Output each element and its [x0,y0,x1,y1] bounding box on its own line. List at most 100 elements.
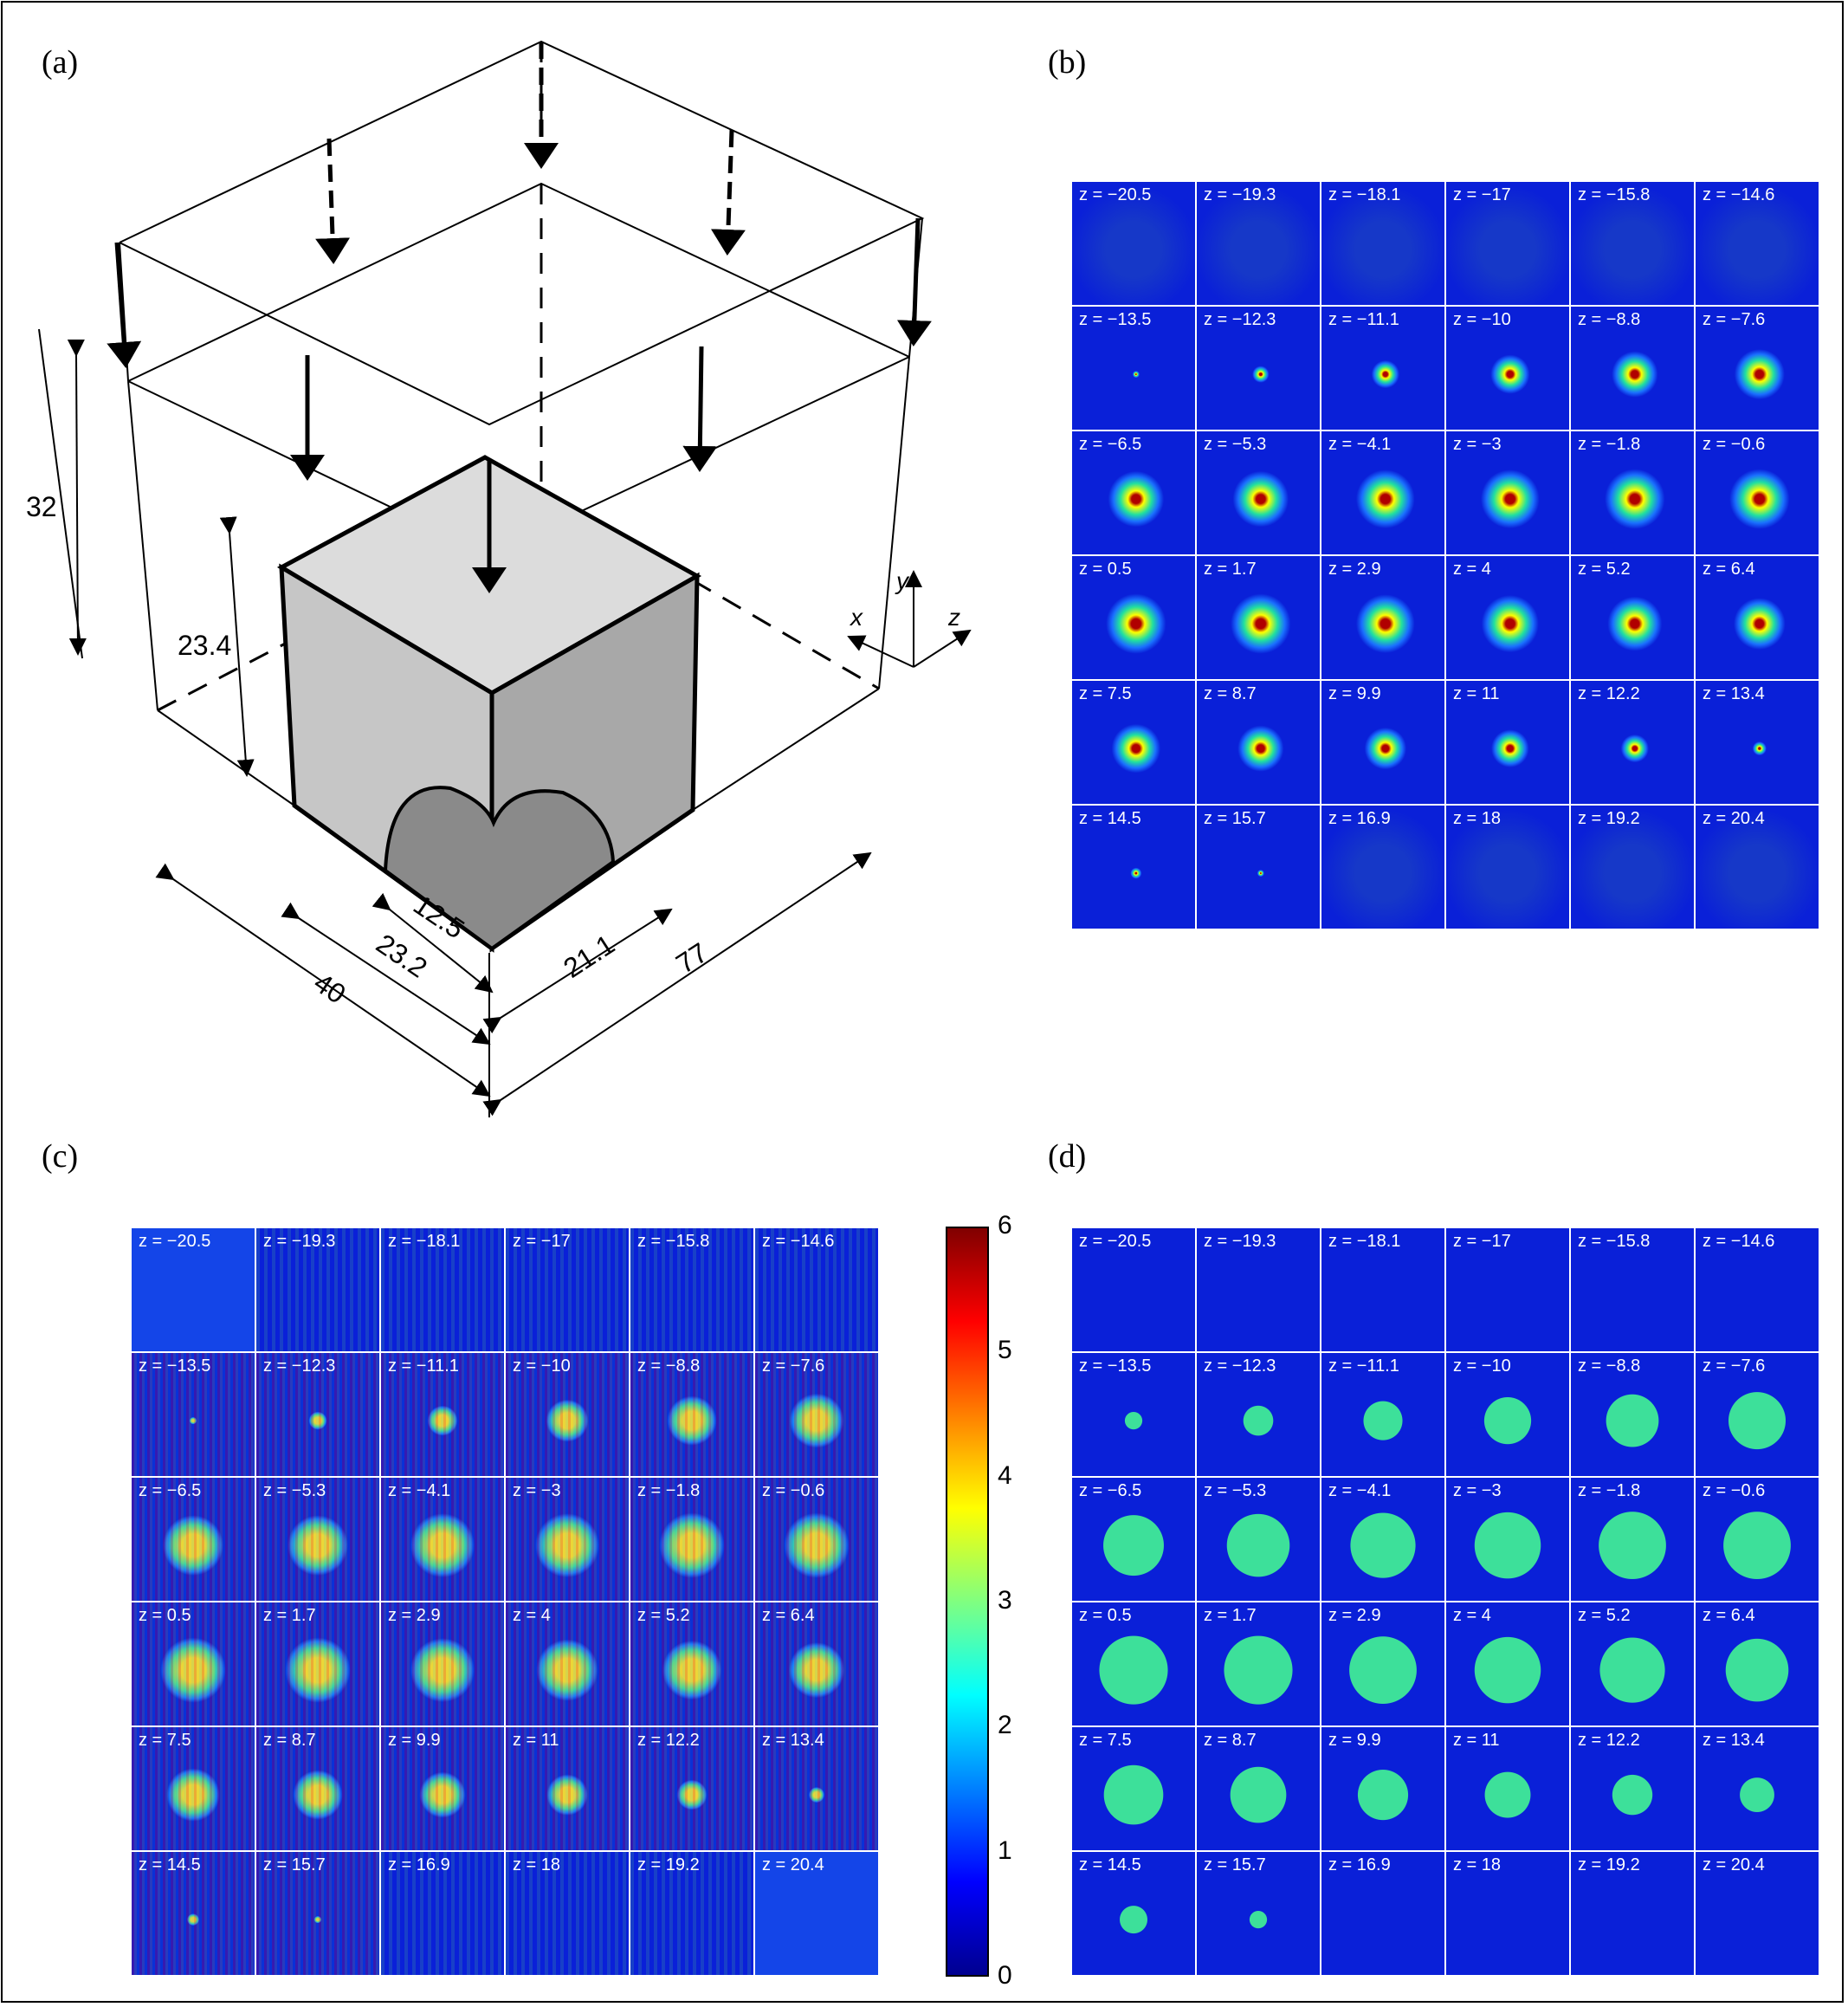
slice-label: z = 5.2 [637,1606,690,1625]
slice-label: z = 18 [1453,809,1502,828]
slice-label: z = −7.6 [762,1356,825,1376]
slice-label: z = 12.2 [1578,684,1640,703]
slice-tile: z = −11.1 [1321,307,1444,430]
slice-tile: z = −8.8 [1571,307,1694,430]
slice-label: z = 14.5 [1079,1855,1141,1874]
slice-label: z = 13.4 [1703,684,1765,703]
slice-tile: z = 4 [506,1602,629,1725]
slice-label: z = −19.3 [1204,1232,1276,1251]
slice-tile: z = 13.4 [755,1727,878,1850]
dim-23-4: 23.4 [178,630,231,661]
slice-label: z = 7.5 [1079,1731,1132,1750]
slice-tile: z = −14.6 [755,1228,878,1351]
slice-label: z = 2.9 [1328,1606,1381,1625]
slice-tile: z = 14.5 [1072,806,1195,929]
slice-label: z = −15.8 [637,1232,710,1251]
slice-label: z = −0.6 [1703,435,1766,454]
slice-tile: z = 5.2 [1571,556,1694,679]
slice-label: z = −7.6 [1703,310,1766,329]
dim-40: 40 [308,967,352,1010]
slice-label: z = −12.3 [1204,310,1276,329]
slice-tile: z = −1.8 [1571,431,1694,554]
slice-label: z = 11 [1453,1731,1500,1750]
slice-label: z = 12.2 [637,1731,700,1750]
slice-tile: z = 12.2 [1571,1727,1694,1850]
slice-tile: z = 16.9 [381,1852,504,1975]
axis-z-label: z [947,604,960,631]
slice-tile: z = −10 [1446,1353,1569,1476]
slice-tile: z = −20.5 [132,1228,255,1351]
slice-label: z = −18.1 [1328,1232,1401,1251]
slice-tile: z = −6.5 [1072,1478,1195,1601]
slice-tile: z = −4.1 [381,1478,504,1601]
slice-tile: z = −15.8 [630,1228,753,1351]
slice-label: z = −14.6 [762,1232,835,1251]
slice-label: z = 19.2 [637,1855,700,1874]
slice-label: z = −1.8 [1578,435,1641,454]
slice-label: z = −6.5 [1079,435,1142,454]
panel-d-slices: z = −20.5 z = −19.3 z = −18.1 z = −17 z = −1… [1070,1227,1820,1977]
slice-tile: z = −1.8 [630,1478,753,1601]
slice-label: z = 20.4 [762,1855,824,1874]
slice-label: z = −4.1 [388,1481,451,1500]
slice-label: z = 16.9 [388,1855,450,1874]
slice-label: z = −8.8 [1578,1356,1641,1376]
slice-tile: z = −0.6 [1696,431,1819,554]
slice-tile: z = −6.5 [132,1478,255,1601]
slice-label: z = −1.8 [637,1481,701,1500]
slice-tile: z = 2.9 [381,1602,504,1725]
slice-label: z = 9.9 [1328,684,1381,703]
slice-tile: z = 11 [506,1727,629,1850]
panel-b-label: (b) [1048,44,1087,81]
slice-tile: z = −10 [1446,307,1569,430]
slice-tile: z = 14.5 [1072,1852,1195,1975]
slice-tile: z = 16.9 [1321,1852,1444,1975]
slice-tile: z = 15.7 [1197,806,1320,929]
colorbar-tick: 2 [998,1711,1012,1740]
slice-label: z = 0.5 [1079,560,1132,579]
slice-label: z = −17 [513,1232,571,1251]
slice-label: z = 11 [513,1731,559,1750]
panel-c-slices: z = −20.5 z = −19.3 z = −18.1 z = −17 z = −1… [130,1227,880,1977]
colorbar-tick: 6 [998,1211,1012,1240]
slice-label: z = −11.1 [1328,1356,1399,1376]
axis-x-label: x [849,604,863,631]
slice-tile: z = 19.2 [1571,806,1694,929]
slice-tile: z = 8.7 [256,1727,379,1850]
slice-label: z = 7.5 [1079,684,1132,703]
slice-tile: z = −17 [1446,1228,1569,1351]
slice-tile: z = 7.5 [1072,681,1195,804]
slice-label: z = −18.1 [388,1232,461,1251]
slice-tile: z = 15.7 [256,1852,379,1975]
slice-tile: z = 7.5 [1072,1727,1195,1850]
slice-label: z = 15.7 [263,1855,326,1874]
slice-label: z = 4 [513,1606,551,1625]
slice-tile: z = −11.1 [1321,1353,1444,1476]
slice-label: z = 18 [1453,1855,1502,1874]
slice-tile: z = 20.4 [755,1852,878,1975]
slice-label: z = −12.3 [263,1356,336,1376]
slice-tile: z = −3 [506,1478,629,1601]
slice-label: z = 5.2 [1578,1606,1631,1625]
slice-label: z = 18 [513,1855,561,1874]
slice-tile: z = −5.3 [256,1478,379,1601]
slice-tile: z = −10 [506,1353,629,1476]
slice-tile: z = 5.2 [1571,1602,1694,1725]
slice-tile: z = 8.7 [1197,1727,1320,1850]
slice-label: z = −19.3 [1204,185,1276,204]
slice-label: z = 19.2 [1578,1855,1640,1874]
slice-tile: z = −1.8 [1571,1478,1694,1601]
slice-label: z = 0.5 [139,1606,191,1625]
slice-tile: z = 19.2 [630,1852,753,1975]
slice-label: z = 8.7 [1204,684,1257,703]
slice-tile: z = −19.3 [1197,1228,1320,1351]
slice-tile: z = 13.4 [1696,1727,1819,1850]
panel-c-label: (c) [42,1138,79,1175]
slice-label: z = 20.4 [1703,809,1765,828]
slice-tile: z = −20.5 [1072,182,1195,305]
slice-tile: z = −8.8 [1571,1353,1694,1476]
slice-tile: z = −7.6 [755,1353,878,1476]
slice-tile: z = −12.3 [256,1353,379,1476]
slice-label: z = −15.8 [1578,185,1651,204]
slice-tile: z = −14.6 [1696,1228,1819,1351]
